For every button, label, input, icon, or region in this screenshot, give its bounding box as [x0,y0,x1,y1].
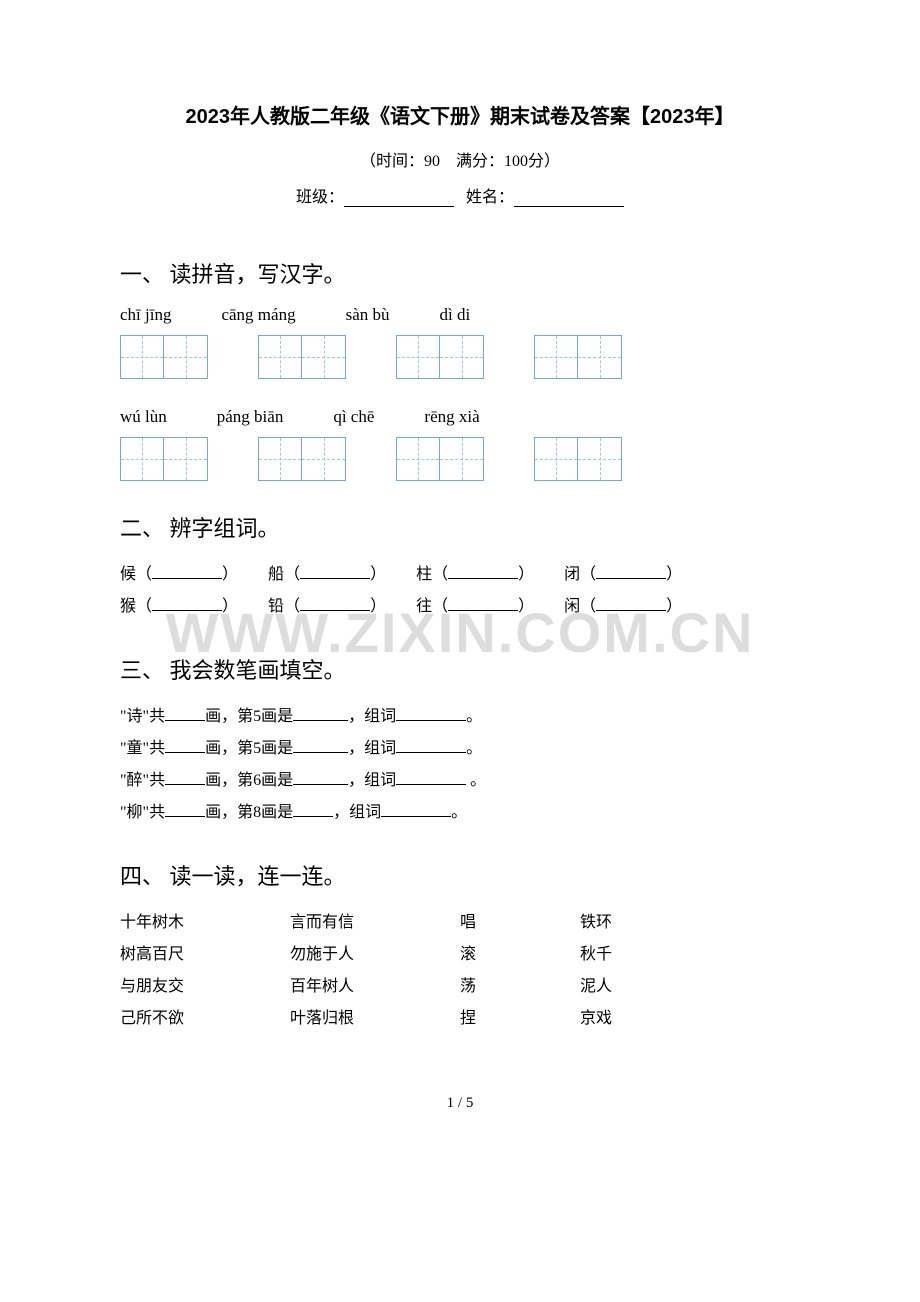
q4-cell: 与朋友交 [120,971,290,1003]
q4-cell: 秋千 [580,939,680,971]
class-blank[interactable] [344,189,454,207]
page-title: 2023年人教版二年级《语文下册》期末试卷及答案【2023年】 [120,100,800,129]
q3-line: "童"共画，第5画是，组词。 [120,733,800,765]
q4-grid: 十年树木 言而有信 唱 铁环 树高百尺 勿施于人 滚 秋千 与朋友交 百年树人 … [120,907,800,1035]
boxes-row-2 [120,437,800,481]
pinyin-item: wú lùn [120,407,167,427]
q4-cell: 泥人 [580,971,680,1003]
q3-blank[interactable] [165,801,205,817]
q4-cell: 十年树木 [120,907,290,939]
class-label: 班级： [296,189,344,206]
q4-cell: 捏 [460,1003,580,1035]
pinyin-row-2: wú lùn páng biān qì chē rēng xià [120,407,800,427]
pinyin-item: dì di [440,305,471,325]
char-box-pair[interactable] [534,335,622,379]
q3-line: "醉"共画，第6画是，组词 。 [120,765,800,797]
name-blank[interactable] [514,189,624,207]
q2-char: 候 [120,566,136,583]
name-label: 姓名： [466,189,514,206]
q4-row: 树高百尺 勿施于人 滚 秋千 [120,939,800,971]
q4-cell: 唱 [460,907,580,939]
q2-row-1: 候（） 船（） 柱（） 闭（） [120,559,800,591]
q2-char: 铅 [268,598,284,615]
q2-blank[interactable] [596,563,666,579]
q4-row: 十年树木 言而有信 唱 铁环 [120,907,800,939]
q2-blank[interactable] [152,563,222,579]
boxes-row-1 [120,335,800,379]
q3-line: "柳"共画，第8画是，组词。 [120,797,800,829]
q3-lines: "诗"共画，第5画是，组词。 "童"共画，第5画是，组词。 "醉"共画，第6画是… [120,701,800,829]
q2-blank[interactable] [596,595,666,611]
q3-blank[interactable] [293,801,333,817]
q2-blank[interactable] [152,595,222,611]
q4-cell: 铁环 [580,907,680,939]
q4-cell: 京戏 [580,1003,680,1035]
q4-cell: 言而有信 [290,907,460,939]
q3-blank[interactable] [165,737,205,753]
q2-blank[interactable] [448,595,518,611]
pinyin-item: rēng xià [424,407,479,427]
char-box-pair[interactable] [396,335,484,379]
pinyin-item: sàn bù [346,305,390,325]
q3-blank[interactable] [165,705,205,721]
q4-cell: 勿施于人 [290,939,460,971]
q2-blank[interactable] [300,595,370,611]
q4-cell: 百年树人 [290,971,460,1003]
q3-blank[interactable] [293,705,348,721]
pinyin-item: chī jīng [120,305,171,325]
q3-line: "诗"共画，第5画是，组词。 [120,701,800,733]
q4-cell: 荡 [460,971,580,1003]
section-1-heading: 一、 读拼音，写汉字。 [120,257,800,289]
q2-row-2: 猴（） 铅（） 往（） 闲（） [120,591,800,623]
page-content: 2023年人教版二年级《语文下册》期末试卷及答案【2023年】 （时间：90 满… [120,100,800,1112]
q4-row: 己所不欲 叶落归根 捏 京戏 [120,1003,800,1035]
pinyin-row-1: chī jīng cāng máng sàn bù dì di [120,305,800,325]
pinyin-item: páng biān [217,407,284,427]
page-number: 1 / 5 [120,1095,800,1112]
char-box-pair[interactable] [258,335,346,379]
section-2-heading: 二、 辨字组词。 [120,511,800,543]
q4-cell: 己所不欲 [120,1003,290,1035]
q3-blank[interactable] [293,769,348,785]
q2-blank[interactable] [448,563,518,579]
q2-char: 船 [268,566,284,583]
char-box-pair[interactable] [258,437,346,481]
section-4-heading: 四、 读一读，连一连。 [120,859,800,891]
q3-blank[interactable] [293,737,348,753]
q3-blank[interactable] [396,705,466,721]
q4-cell: 叶落归根 [290,1003,460,1035]
char-box-pair[interactable] [120,335,208,379]
char-box-pair[interactable] [120,437,208,481]
q4-cell: 滚 [460,939,580,971]
q3-blank[interactable] [165,769,205,785]
time-score: （时间：90 满分：100分） [120,147,800,171]
q2-char: 猴 [120,598,136,615]
q2-char: 闭 [564,566,580,583]
q2-char: 柱 [416,566,432,583]
q2-char: 往 [416,598,432,615]
pinyin-item: cāng máng [221,305,295,325]
char-box-pair[interactable] [396,437,484,481]
q3-blank[interactable] [396,769,466,785]
pinyin-item: qì chē [333,407,374,427]
q3-blank[interactable] [381,801,451,817]
char-box-pair[interactable] [534,437,622,481]
q3-blank[interactable] [396,737,466,753]
q4-row: 与朋友交 百年树人 荡 泥人 [120,971,800,1003]
q2-blank[interactable] [300,563,370,579]
q2-char: 闲 [564,598,580,615]
student-fields: 班级： 姓名： [120,183,800,207]
section-3-heading: 三、 我会数笔画填空。 [120,653,800,685]
q4-cell: 树高百尺 [120,939,290,971]
